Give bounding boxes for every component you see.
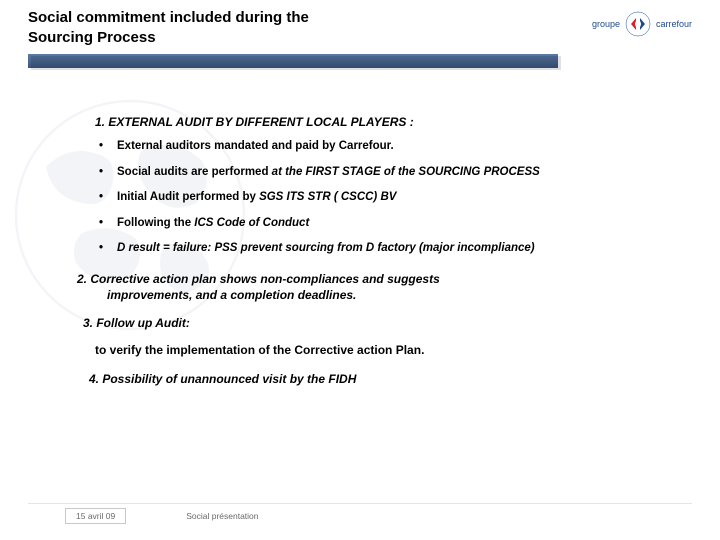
- section3-body: to verify the implementation of the Corr…: [83, 343, 685, 357]
- bullet-5: D result = failure: PSS prevent sourcing…: [95, 241, 685, 257]
- section1-bullets: External auditors mandated and paid by C…: [95, 139, 685, 257]
- slide-content: 1. EXTERNAL AUDIT BY DIFFERENT LOCAL PLA…: [0, 70, 720, 387]
- section3-title: 3. Follow up Audit:: [83, 315, 685, 331]
- bullet-2-prefix: Social audits are performed: [117, 166, 272, 178]
- footer-date: 15 avril 09: [65, 508, 126, 524]
- section1-title: 1. EXTERNAL AUDIT BY DIFFERENT LOCAL PLA…: [95, 115, 685, 129]
- section2-line1: 2. Corrective action plan shows non-comp…: [77, 272, 440, 286]
- header-strip: [28, 54, 558, 68]
- title-block: Social commitment included during the So…: [28, 8, 720, 47]
- bullet-2-italic: at the FIRST STAGE of the SOURCING PROCE…: [272, 166, 540, 178]
- bullet-3-bold: Initial Audit performed by: [117, 191, 259, 203]
- slide-header: Social commitment included during the So…: [0, 0, 720, 70]
- section4-title: 4. Possibility of unannounced visit by t…: [89, 371, 685, 387]
- bullet-3-italic: SGS ITS STR ( CSCC) BV: [259, 191, 396, 203]
- bullet-2: Social audits are performed at the FIRST…: [95, 165, 685, 181]
- title-line-1: Social commitment included during the: [28, 8, 720, 28]
- bullet-4-prefix: Following the: [117, 217, 194, 229]
- footer-label: Social présentation: [186, 511, 258, 521]
- bullet-4-italic: ICS Code of Conduct: [194, 217, 309, 229]
- footer-rule: [28, 503, 692, 504]
- section2-line2: improvements, and a completion deadlines…: [77, 287, 685, 303]
- bullet-4: Following the ICS Code of Conduct: [95, 216, 685, 232]
- title-line-2: Sourcing Process: [28, 28, 720, 48]
- bullet-1: External auditors mandated and paid by C…: [95, 139, 685, 155]
- section2: 2. Corrective action plan shows non-comp…: [77, 271, 685, 303]
- bullet-5-text: D result = failure: PSS prevent sourcing…: [117, 242, 535, 254]
- bullet-3: Initial Audit performed by SGS ITS STR (…: [95, 190, 685, 206]
- bullet-1-text: External auditors mandated and paid by C…: [117, 140, 394, 152]
- slide-footer: 15 avril 09 Social présentation: [0, 508, 720, 524]
